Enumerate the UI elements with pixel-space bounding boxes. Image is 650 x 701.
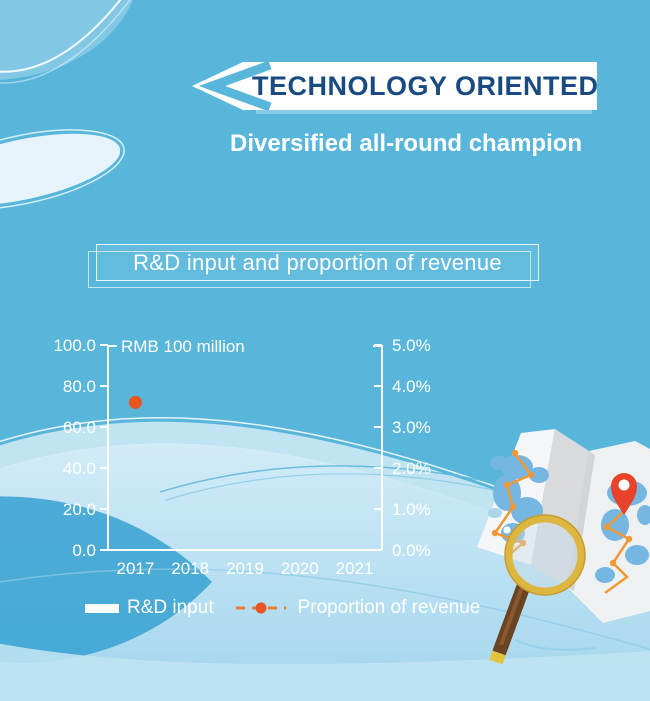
- left-axis-tick-label: 20.0: [63, 500, 96, 519]
- banner-arrow-shape: [192, 60, 597, 112]
- map-white-dot: [503, 526, 511, 534]
- map-fold-shadow: [567, 451, 595, 591]
- magnifier-icon: [489, 514, 586, 665]
- swirl-arc: [0, 0, 122, 73]
- legend-dot: [255, 602, 267, 614]
- swirl-ellipse-topleft: [0, 0, 133, 80]
- bottom-left-wedge: [0, 496, 212, 663]
- right-axis-tick-label: 1.0%: [392, 500, 431, 519]
- banner-chevron-left-icon: [198, 60, 272, 112]
- map-illustration: [477, 429, 650, 665]
- right-axis-tick-label: 3.0%: [392, 418, 431, 437]
- x-axis-year-label: 2019: [226, 559, 264, 578]
- map-route-right: [604, 510, 631, 595]
- map-water-light: [488, 508, 502, 518]
- x-axis-year-label: 2021: [336, 559, 374, 578]
- banner-shadow: [256, 110, 592, 114]
- right-axis-tick-label: 4.0%: [392, 377, 431, 396]
- left-axis-tick-label: 100.0: [55, 336, 96, 355]
- swirl-ellipse-left: [0, 129, 125, 211]
- chart-legend: R&D input Proportion of revenue: [85, 597, 480, 619]
- banner-title: TECHNOLOGY ORIENTED: [252, 71, 599, 101]
- left-axis-tick-label: 40.0: [63, 459, 96, 478]
- right-axis-tick-label: 2.0%: [392, 459, 431, 478]
- chart-title-box-outer: [88, 251, 531, 288]
- map-route-right-nodes: [603, 523, 633, 567]
- proportion-data-point: [128, 395, 142, 409]
- swath: [0, 443, 650, 701]
- x-axis-year-label: 2017: [116, 559, 154, 578]
- location-pin-icon: [611, 473, 637, 515]
- x-axis-year-label: 2018: [171, 559, 209, 578]
- map-route-left-nodes: [491, 449, 535, 547]
- map-water-ripple: [514, 639, 596, 651]
- swirl-arc: [0, 0, 131, 84]
- subtitle: Diversified all-round champion: [230, 130, 583, 157]
- x-axis-year-label: 2020: [281, 559, 319, 578]
- legend-bar-swatch: [85, 603, 119, 613]
- banner-background: [192, 62, 597, 110]
- left-axis-unit-label: RMB 100 million: [121, 337, 245, 356]
- legend-dashed-line-swatch: [235, 602, 286, 614]
- thin-curve: [0, 568, 650, 651]
- legend-label-proportion: Proportion of revenue: [297, 597, 481, 618]
- left-axis-tick-label: 0.0: [72, 541, 96, 560]
- bottom-strip: [0, 643, 650, 701]
- chart-title-box: [96, 244, 539, 281]
- left-axis-tick-label: 80.0: [63, 377, 96, 396]
- rd-input-chart: 100.0 80.0 60.0 40.0 20.0 0.0 5.0% 4.0% 3.0% 2.0%…: [55, 336, 431, 578]
- legend-label-rd-input: R&D input: [127, 597, 214, 618]
- right-axis-tick-label: 5.0%: [392, 336, 431, 355]
- right-axis-tick-label: 0.0%: [392, 541, 431, 560]
- map-panel-middle: [531, 429, 589, 587]
- chart-title: R&D input and proportion of revenue: [133, 250, 502, 275]
- left-axis-tick-label: 60.0: [63, 418, 96, 437]
